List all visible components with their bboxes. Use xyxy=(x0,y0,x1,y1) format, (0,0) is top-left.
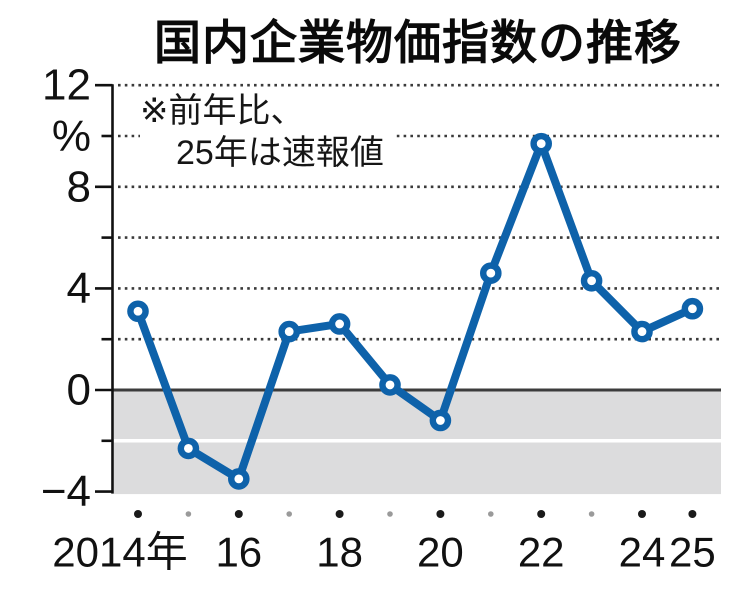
x-major-tick-dot xyxy=(436,510,445,518)
x-major-tick-dot xyxy=(335,510,344,518)
data-point-marker xyxy=(530,132,553,155)
y-axis-label: −4 xyxy=(41,467,91,516)
y-axis-label: 0 xyxy=(67,366,91,415)
data-point-marker xyxy=(379,374,401,396)
data-point-marker xyxy=(328,313,351,335)
x-major-tick-dot xyxy=(134,510,142,518)
y-axis-label: % xyxy=(52,112,91,161)
data-point-marker xyxy=(479,262,502,284)
x-major-tick-dot xyxy=(537,510,546,518)
x-axis-label: 20 xyxy=(417,529,464,576)
chart-title: 国内企業物価指数の推移 xyxy=(154,16,682,69)
x-minor-tick-dot xyxy=(588,511,595,517)
x-minor-tick-dot xyxy=(286,511,293,517)
data-point-marker xyxy=(278,320,301,343)
x-minor-tick-dot xyxy=(488,511,494,517)
x-axis-label: 24 xyxy=(619,529,666,576)
data-point-marker xyxy=(681,297,704,320)
data-point-marker xyxy=(177,437,200,460)
data-point-marker xyxy=(429,409,452,432)
y-axis-label: 12 xyxy=(42,61,91,110)
x-axis-label: 16 xyxy=(215,529,262,576)
x-minor-tick-dot xyxy=(387,511,393,517)
data-point-marker xyxy=(580,269,603,292)
data-point-marker xyxy=(227,468,250,490)
x-major-tick-dot xyxy=(688,510,697,518)
x-major-tick-dot xyxy=(638,510,646,518)
x-axis-label: 25 xyxy=(669,529,716,576)
annotation-line-2: 25年は速報値 xyxy=(176,134,384,173)
x-axis-label: 22 xyxy=(518,529,565,576)
x-minor-tick-dot xyxy=(185,511,192,517)
chart-annotation: ※前年比、 25年は速報値 xyxy=(140,90,394,177)
y-axis-label: 4 xyxy=(67,264,91,313)
data-point-marker xyxy=(631,320,653,343)
x-axis-label: 2014年 xyxy=(52,529,187,576)
x-axis-label: 18 xyxy=(316,529,363,576)
x-major-tick-dot xyxy=(234,510,243,518)
y-axis-label: 8 xyxy=(67,162,91,211)
data-point-marker xyxy=(127,300,149,323)
annotation-line-1: ※前年比、 xyxy=(140,92,305,130)
